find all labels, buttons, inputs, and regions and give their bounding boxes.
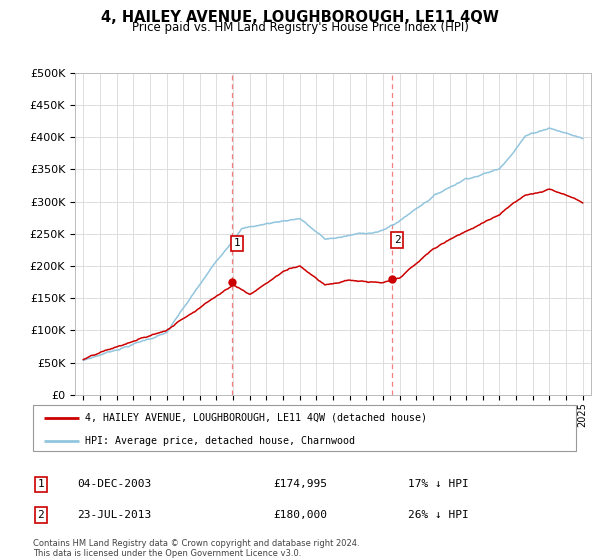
Text: 2: 2 [394, 235, 400, 245]
Text: £180,000: £180,000 [273, 510, 327, 520]
Text: 1: 1 [37, 479, 44, 489]
Text: 2: 2 [37, 510, 44, 520]
Text: 04-DEC-2003: 04-DEC-2003 [77, 479, 151, 489]
Text: Contains HM Land Registry data © Crown copyright and database right 2024.
This d: Contains HM Land Registry data © Crown c… [33, 539, 359, 558]
Text: £174,995: £174,995 [273, 479, 327, 489]
Text: 26% ↓ HPI: 26% ↓ HPI [407, 510, 469, 520]
Text: 17% ↓ HPI: 17% ↓ HPI [407, 479, 469, 489]
Text: HPI: Average price, detached house, Charnwood: HPI: Average price, detached house, Char… [85, 436, 355, 446]
Text: 4, HAILEY AVENUE, LOUGHBOROUGH, LE11 4QW: 4, HAILEY AVENUE, LOUGHBOROUGH, LE11 4QW [101, 10, 499, 25]
Text: 4, HAILEY AVENUE, LOUGHBOROUGH, LE11 4QW (detached house): 4, HAILEY AVENUE, LOUGHBOROUGH, LE11 4QW… [85, 413, 427, 423]
Text: Price paid vs. HM Land Registry's House Price Index (HPI): Price paid vs. HM Land Registry's House … [131, 21, 469, 34]
Text: 1: 1 [233, 239, 240, 249]
Text: 23-JUL-2013: 23-JUL-2013 [77, 510, 151, 520]
